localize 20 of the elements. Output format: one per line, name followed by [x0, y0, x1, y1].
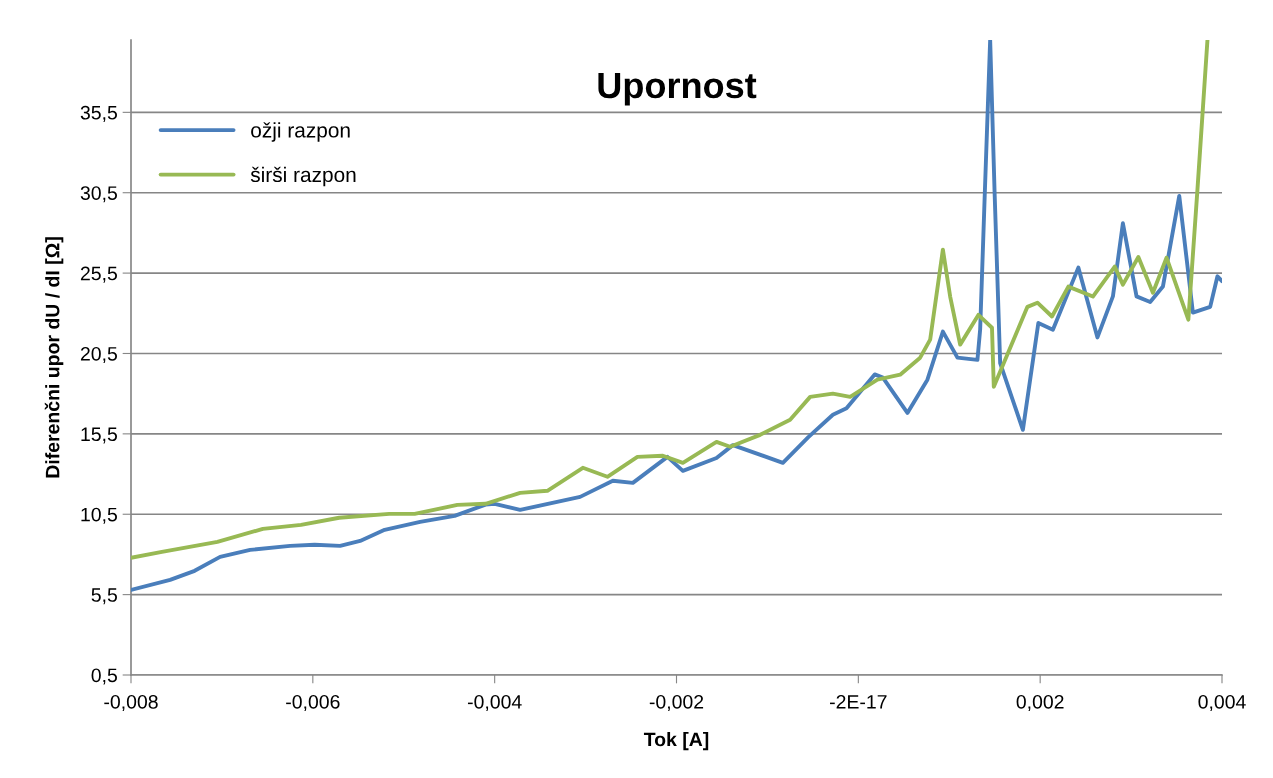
- text: Upornost: [598, 73, 757, 106]
- x-tick-label: -0,002: [649, 694, 704, 712]
- x-axis-title: Tok [A]: [643, 732, 709, 751]
- y-tick-label: 35,5: [80, 105, 117, 122]
- y-tick-label: 10,5: [81, 507, 117, 524]
- y-tick-label: 25,5: [80, 266, 117, 283]
- x-tick-label: 0,002: [1016, 694, 1064, 712]
- x-tick-label: -0,004: [467, 694, 522, 712]
- y-axis-title: Diferenčni upor dU / dI [Ω]: [44, 237, 64, 478]
- x-tick-label: -0,008: [104, 694, 158, 712]
- y-tick-label: 0,5: [91, 668, 117, 685]
- y-tick-label: 15,5: [81, 427, 117, 444]
- x-tick-label: -0,006: [286, 694, 340, 712]
- y-tick-label: 30,5: [80, 186, 117, 203]
- x-tick-label: -2E-17: [830, 694, 887, 709]
- y-tick-label: 5,5: [91, 588, 117, 605]
- y-tick-label: 20,5: [80, 346, 117, 364]
- legend-label: širši razpon: [250, 166, 356, 187]
- legend-label: ožji razpon: [251, 122, 350, 142]
- x-tick-label: 0,004: [1198, 694, 1246, 712]
